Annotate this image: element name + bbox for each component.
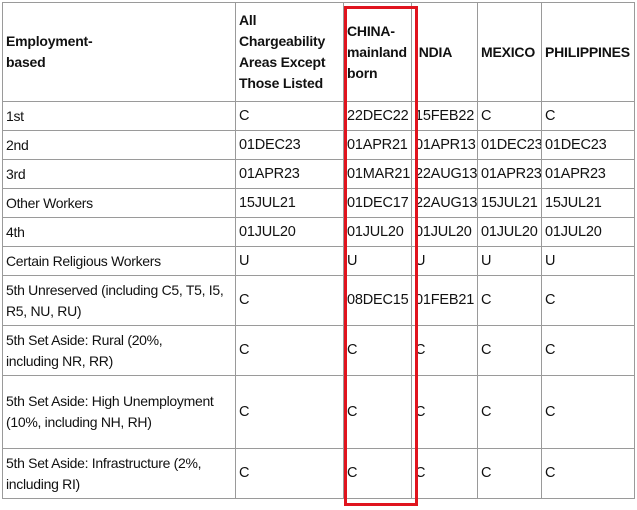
date-cell: 15JUL21 bbox=[477, 188, 542, 218]
date-cell: 01APR23 bbox=[477, 159, 542, 189]
date-cell: 01JUL20 bbox=[411, 217, 478, 247]
table-row: 5th Set Aside: Infrastructure (2%, inclu… bbox=[2, 448, 635, 499]
date-cell: U bbox=[343, 246, 412, 276]
date-cell: C bbox=[343, 448, 412, 499]
date-cell: 01APR13 bbox=[411, 130, 478, 160]
table-row: 2nd 01DEC23 01APR21 01APR13 01DEC23 01DE… bbox=[2, 130, 635, 160]
date-cell: C bbox=[541, 375, 635, 449]
table-row: 3rd 01APR23 01MAR21 22AUG13 01APR23 01AP… bbox=[2, 159, 635, 189]
date-cell: C bbox=[477, 325, 542, 376]
category-cell: 1st bbox=[2, 101, 236, 131]
category-cell: 4th bbox=[2, 217, 236, 247]
date-cell: C bbox=[541, 101, 635, 131]
visa-bulletin-table: Employment-based All Chargeability Areas… bbox=[2, 2, 635, 499]
date-cell: 01APR23 bbox=[235, 159, 344, 189]
date-cell: C bbox=[541, 275, 635, 326]
date-cell: U bbox=[235, 246, 344, 276]
date-cell: 01DEC23 bbox=[235, 130, 344, 160]
date-cell: C bbox=[477, 448, 542, 499]
date-cell: 08DEC15 bbox=[343, 275, 412, 326]
date-cell: C bbox=[235, 448, 344, 499]
date-cell: C bbox=[477, 275, 542, 326]
date-cell: U bbox=[411, 246, 478, 276]
date-cell: 01JUL20 bbox=[235, 217, 344, 247]
date-cell: C bbox=[411, 325, 478, 376]
date-cell: C bbox=[235, 375, 344, 449]
category-cell: 2nd bbox=[2, 130, 236, 160]
header-row: Employment-based All Chargeability Areas… bbox=[2, 2, 635, 102]
date-cell: 01DEC23 bbox=[477, 130, 542, 160]
date-cell: C bbox=[541, 325, 635, 376]
date-cell: 22AUG13 bbox=[411, 188, 478, 218]
table-row: 1st C 22DEC22 15FEB22 C C bbox=[2, 101, 635, 131]
date-cell: 15JUL21 bbox=[235, 188, 344, 218]
category-cell: 3rd bbox=[2, 159, 236, 189]
date-cell: 01APR21 bbox=[343, 130, 412, 160]
date-cell: C bbox=[235, 101, 344, 131]
date-cell: C bbox=[235, 325, 344, 376]
date-cell: 01DEC23 bbox=[541, 130, 635, 160]
date-cell: 01MAR21 bbox=[343, 159, 412, 189]
header-philippines: PHILIPPINES bbox=[541, 2, 635, 102]
table-row: 5th Set Aside: Rural (20%, including NR,… bbox=[2, 325, 635, 376]
header-all-chargeability: All Chargeability Areas Except Those Lis… bbox=[235, 2, 344, 102]
date-cell: C bbox=[477, 375, 542, 449]
date-cell: C bbox=[411, 375, 478, 449]
date-cell: 15JUL21 bbox=[541, 188, 635, 218]
header-china: CHINA-mainland born bbox=[343, 2, 412, 102]
table-row: Other Workers 15JUL21 01DEC17 22AUG13 15… bbox=[2, 188, 635, 218]
category-cell: 5th Unreserved (including C5, T5, I5, R5… bbox=[2, 275, 236, 326]
date-cell: 01JUL20 bbox=[343, 217, 412, 247]
date-cell: 01APR23 bbox=[541, 159, 635, 189]
date-cell: 01JUL20 bbox=[541, 217, 635, 247]
date-cell: U bbox=[541, 246, 635, 276]
date-cell: C bbox=[235, 275, 344, 326]
table-row: 5th Set Aside: High Unemployment (10%, i… bbox=[2, 375, 635, 449]
header-employment-based: Employment-based bbox=[2, 2, 236, 102]
header-mexico: MEXICO bbox=[477, 2, 542, 102]
date-cell: C bbox=[411, 448, 478, 499]
date-cell: 22AUG13 bbox=[411, 159, 478, 189]
date-cell: C bbox=[343, 375, 412, 449]
category-cell: 5th Set Aside: High Unemployment (10%, i… bbox=[2, 375, 236, 449]
date-cell: C bbox=[477, 101, 542, 131]
date-cell: U bbox=[477, 246, 542, 276]
table-row: 4th 01JUL20 01JUL20 01JUL20 01JUL20 01JU… bbox=[2, 217, 635, 247]
date-cell: 15FEB22 bbox=[411, 101, 478, 131]
date-cell: 01DEC17 bbox=[343, 188, 412, 218]
date-cell: 22DEC22 bbox=[343, 101, 412, 131]
date-cell: 01JUL20 bbox=[477, 217, 542, 247]
header-india: INDIA bbox=[411, 2, 478, 102]
table-row: 5th Unreserved (including C5, T5, I5, R5… bbox=[2, 275, 635, 326]
table-row: Certain Religious Workers U U U U U bbox=[2, 246, 635, 276]
date-cell: 01FEB21 bbox=[411, 275, 478, 326]
category-cell: Certain Religious Workers bbox=[2, 246, 236, 276]
category-cell: 5th Set Aside: Infrastructure (2%, inclu… bbox=[2, 448, 236, 499]
category-cell: 5th Set Aside: Rural (20%, including NR,… bbox=[2, 325, 236, 376]
date-cell: C bbox=[343, 325, 412, 376]
date-cell: C bbox=[541, 448, 635, 499]
category-cell: Other Workers bbox=[2, 188, 236, 218]
